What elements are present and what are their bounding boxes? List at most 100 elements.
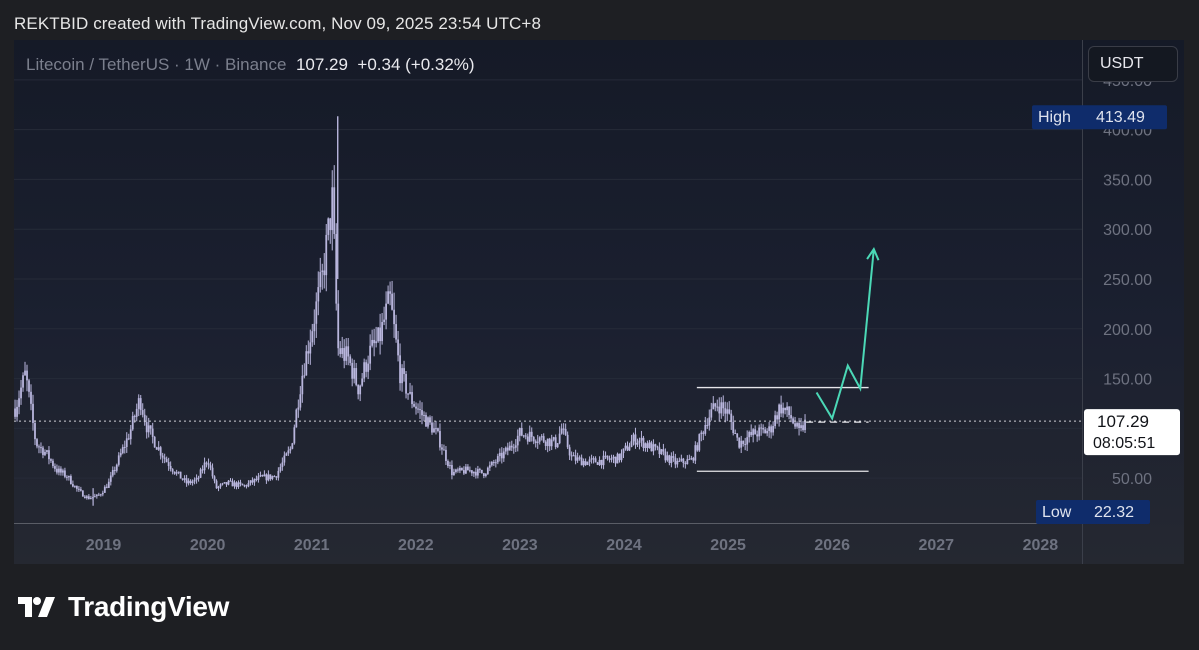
candle-body — [638, 440, 641, 443]
x-tick-label: 2023 — [502, 537, 538, 554]
candle-body — [722, 402, 725, 409]
candle-body — [355, 368, 358, 385]
candle-body — [107, 481, 110, 488]
candle-body — [121, 447, 124, 454]
candle-body — [610, 458, 613, 460]
x-tick-label: 2019 — [86, 537, 122, 554]
candle-body — [103, 486, 106, 493]
candle-body — [724, 408, 727, 414]
candle-body — [584, 461, 587, 465]
candle-body — [289, 448, 292, 451]
candle-body — [494, 462, 497, 464]
candle-body — [457, 469, 459, 471]
candle-body — [279, 467, 282, 471]
candle-body — [498, 452, 501, 457]
candle-body — [395, 324, 397, 340]
candle-body — [564, 429, 567, 435]
candle-body — [263, 474, 266, 477]
candle-body — [257, 476, 260, 480]
candle-body — [762, 427, 765, 430]
candle-body — [145, 422, 148, 433]
candle-body — [780, 404, 783, 414]
candle-body — [137, 398, 140, 409]
candle-body — [712, 403, 715, 410]
candle-body — [437, 428, 439, 432]
low-label-text: Low — [1042, 504, 1072, 521]
candle-body — [169, 466, 172, 470]
candle-body — [632, 434, 635, 442]
candle-body — [788, 406, 790, 416]
candle-body — [205, 462, 208, 464]
candle-body — [255, 478, 258, 480]
candle-body — [728, 409, 731, 414]
candle-body — [42, 447, 44, 455]
chart-attribution: REKTBID created with TradingView.com, No… — [14, 14, 542, 33]
candle-body — [554, 437, 557, 448]
candle-body — [301, 375, 304, 395]
x-tick-label: 2024 — [606, 537, 642, 554]
candle-body — [802, 425, 804, 431]
candle-body — [447, 460, 449, 467]
candle-body — [427, 417, 429, 427]
candle-body — [642, 437, 645, 449]
candle-body — [413, 404, 415, 407]
candle-body — [624, 445, 627, 449]
candle-body — [18, 398, 20, 407]
candle-body — [696, 445, 699, 451]
candle-body — [249, 480, 252, 484]
candle-body — [660, 449, 663, 455]
candle-body — [313, 323, 316, 332]
candle-body — [217, 486, 220, 489]
candle-body — [353, 368, 356, 379]
candle-body — [758, 427, 761, 437]
candle-body — [193, 479, 196, 482]
chart-panel[interactable]: 50.00 150.00 200.00 250.00 300.00 350.00 400.0… — [14, 40, 1184, 564]
candle-body — [147, 425, 150, 433]
candle-body — [536, 441, 539, 443]
candle-body — [417, 408, 419, 410]
candle-body — [461, 467, 463, 471]
candle-body — [409, 392, 411, 394]
candle-body — [367, 363, 370, 372]
candle-body — [197, 477, 200, 479]
candle-body — [596, 462, 599, 465]
candle-body — [652, 444, 655, 452]
candle-body — [241, 483, 244, 486]
candle-body — [161, 455, 164, 458]
currency-label: USDT — [1100, 55, 1144, 72]
candle-body — [247, 483, 250, 487]
candle-body — [243, 485, 246, 487]
y-tick-label: 200.00 — [1103, 322, 1152, 339]
candle-body — [468, 470, 471, 472]
candle-body — [680, 458, 683, 461]
candle-body — [626, 445, 629, 451]
currency-button[interactable]: USDT — [1088, 46, 1178, 82]
candle-body — [403, 368, 405, 374]
candle-body — [127, 438, 130, 440]
price-chart[interactable]: 50.00150.00200.00250.00300.00350.00400.0… — [14, 40, 1184, 564]
candle-body — [68, 476, 70, 478]
candle-body — [740, 440, 743, 448]
candle-body — [690, 458, 693, 460]
projection-arrowhead — [866, 247, 880, 261]
candle-body — [375, 341, 378, 344]
candle-body — [117, 455, 120, 465]
candle-body — [488, 465, 491, 468]
candle-body — [285, 453, 288, 456]
high-label-box — [1032, 105, 1167, 130]
candle-body — [423, 414, 425, 416]
candle-body — [66, 476, 68, 478]
x-tick-label: 2028 — [1023, 537, 1059, 554]
candle-body — [738, 437, 741, 448]
candle-body — [664, 451, 667, 461]
candle-body — [492, 462, 495, 464]
candle-body — [69, 476, 72, 485]
candle-body — [706, 425, 709, 427]
candle-body — [237, 482, 240, 487]
candle-body — [133, 416, 136, 418]
candle-body — [62, 470, 64, 473]
candle-body — [598, 459, 601, 465]
candle-body — [698, 434, 701, 451]
candle-body — [209, 465, 212, 468]
candle-body — [736, 433, 739, 438]
